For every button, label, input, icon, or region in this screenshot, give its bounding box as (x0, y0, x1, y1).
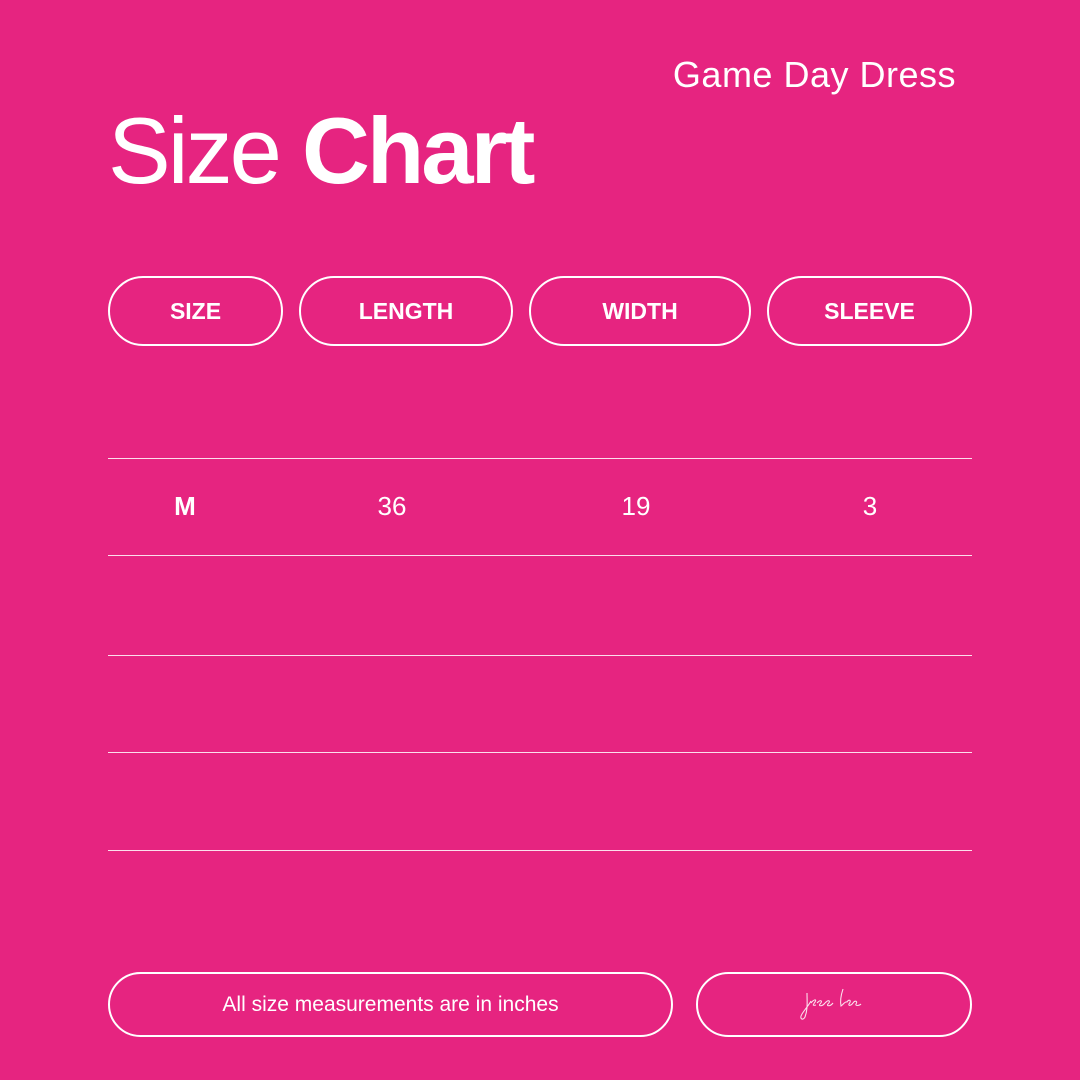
title-bold: Chart (301, 98, 535, 203)
divider (108, 458, 972, 459)
note-text: All size measurements are in inches (222, 992, 559, 1016)
title-light: Size (108, 98, 282, 203)
cell-length: 36 (377, 491, 407, 521)
column-header-size: SIZE (108, 276, 283, 346)
product-name: Game Day Dress (672, 54, 956, 95)
measurement-note: All size measurements are in inches (108, 972, 673, 1037)
column-header-width: WIDTH (529, 276, 751, 346)
divider (108, 752, 972, 753)
cell-size: M (174, 491, 196, 521)
divider (108, 555, 972, 556)
signature-logo (800, 988, 862, 1020)
signature-box (696, 972, 972, 1037)
column-header-length: LENGTH (299, 276, 513, 346)
page-title: Size Chart (108, 104, 535, 198)
divider (108, 655, 972, 656)
cell-width: 19 (621, 491, 651, 521)
column-header-sleeve: SLEEVE (767, 276, 972, 346)
cell-sleeve: 3 (862, 491, 878, 521)
divider (108, 850, 972, 851)
